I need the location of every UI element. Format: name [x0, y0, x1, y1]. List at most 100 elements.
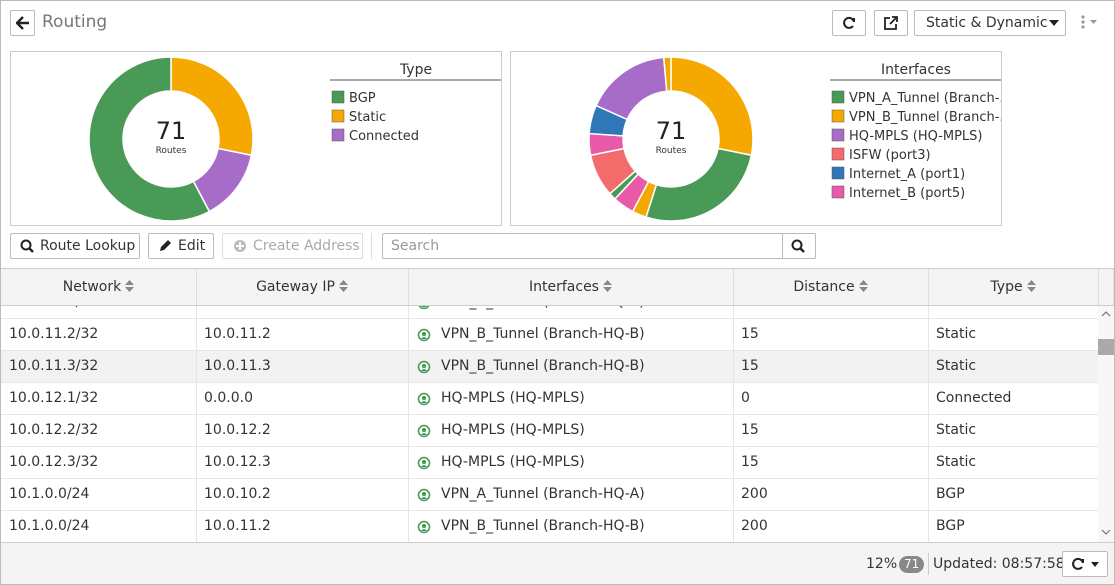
table-cell: HQ-MPLS (HQ-MPLS) [441, 454, 585, 470]
cell-divider [408, 351, 409, 383]
legend-label: Connected [349, 129, 419, 144]
column-header[interactable]: Gateway IP [196, 269, 409, 305]
view-dropdown[interactable]: Static & Dynamic [914, 10, 1066, 36]
cell-divider [408, 415, 409, 447]
column-header[interactable]: Network [1, 269, 197, 305]
cell-divider [733, 511, 734, 543]
create-address-button[interactable]: Create Address [222, 233, 363, 259]
scrollbar[interactable] [1098, 306, 1114, 543]
table-cell: 200 [741, 486, 768, 502]
table-row[interactable]: 10.0.11.2/32 10.0.11.2 VPN_B_Tunnel (Branc… [1, 319, 1098, 351]
table-row[interactable]: 10.0.11.3/32 10.0.11.3 VPN_B_Tunnel (Branc… [1, 351, 1098, 383]
button-label: Create Address [253, 238, 360, 254]
interface-icon [417, 328, 431, 346]
cell-divider [196, 306, 197, 319]
legend-swatch [831, 147, 845, 161]
table-cell: 10.0.11.2 [204, 518, 271, 534]
column-header[interactable]: Distance [733, 269, 929, 305]
cell-divider [928, 479, 929, 511]
column-header[interactable]: Interfaces [408, 269, 734, 305]
table-cell: 15 [741, 454, 759, 470]
table-cell: 10.0.11.1/32 [9, 306, 98, 318]
table-row[interactable]: 10.0.11.1/32 0.0.0.0 VPN_B_Tunnel (Branch-… [1, 306, 1098, 319]
search-placeholder: Search [391, 238, 440, 254]
route-lookup-button[interactable]: Route Lookup [10, 233, 140, 259]
cell-divider [196, 479, 197, 511]
chart-panel: 71 Routes Type BGP Static Connected [10, 51, 502, 226]
button-label: Edit [178, 238, 206, 254]
interface-icon [417, 520, 431, 538]
cell-divider [408, 511, 409, 543]
table-cell: HQ-MPLS (HQ-MPLS) [441, 390, 585, 406]
table-cell: HQ-MPLS (HQ-MPLS) [441, 422, 585, 438]
table-cell: VPN_A_Tunnel (Branch-HQ-A) [441, 486, 645, 502]
auto-refresh-button[interactable] [1062, 551, 1108, 577]
cell-divider [196, 447, 197, 479]
interface-icon [417, 360, 431, 378]
donut-slice [595, 56, 668, 121]
donut-slice [170, 56, 254, 157]
cell-divider [928, 306, 929, 319]
table-cell: 10.0.11.2/32 [9, 326, 99, 342]
table-row[interactable]: 10.0.12.3/32 10.0.12.3 HQ-MPLS (HQ-MPLS) 15… [1, 447, 1098, 479]
table-row[interactable]: 10.1.0.0/24 10.0.11.2 VPN_B_Tunnel (Branch… [1, 511, 1098, 543]
legend-swatch [331, 128, 345, 142]
donut-slice [670, 56, 754, 157]
table-cell: 15 [741, 422, 759, 438]
cell-divider [733, 383, 734, 415]
table-cell: 10.0.11.2 [204, 326, 271, 342]
legend-label: VPN_B_Tunnel (Branch-... [849, 110, 1001, 125]
legend-label: Static [349, 110, 386, 125]
header-gap [1098, 269, 1114, 305]
table-cell: 0.0.0.0 [204, 306, 253, 318]
legend-label: VPN_A_Tunnel (Branch-... [849, 91, 1001, 106]
table-row[interactable]: 10.0.12.2/32 10.0.12.2 HQ-MPLS (HQ-MPLS) 15… [1, 415, 1098, 447]
legend-swatch [331, 90, 345, 104]
cell-divider [928, 383, 929, 415]
more-menu[interactable] [1079, 14, 1103, 30]
table-cell: BGP [936, 518, 965, 534]
table-cell: Static [936, 358, 977, 374]
chart-panel: 71 Routes Interfaces VPN_A_Tunnel (Branch-.… [510, 51, 1012, 226]
interface-icon [417, 392, 431, 410]
table-cell: 10.0.12.3 [204, 454, 271, 470]
donut-total: 71 [156, 117, 187, 145]
back-button[interactable] [10, 10, 35, 36]
cell-divider [196, 383, 197, 415]
donut-total-label: Routes [656, 146, 687, 156]
table-cell: 10.0.11.3 [204, 358, 271, 374]
table-cell: BGP [936, 486, 965, 502]
open-external-button[interactable] [874, 10, 908, 36]
column-header[interactable]: Type [928, 269, 1099, 305]
donut-slice [662, 56, 672, 93]
interface-icon [417, 488, 431, 506]
legend-label: ISFW (port3) [849, 148, 931, 163]
legend-swatch [831, 109, 845, 123]
interface-icon [417, 424, 431, 442]
cell-divider [733, 319, 734, 351]
cell-divider [196, 415, 197, 447]
column-header-label: Interfaces [529, 279, 599, 295]
updated-time: Updated: 08:57:58 [933, 556, 1065, 572]
cell-divider [928, 415, 929, 447]
legend-swatch [831, 90, 845, 104]
refresh-button[interactable] [832, 10, 866, 36]
percent: 12% [866, 556, 898, 572]
cell-divider [196, 351, 197, 383]
table-cell: VPN_B_Tunnel (Branch-HQ-B) [441, 326, 645, 342]
table-row[interactable]: 10.1.0.0/24 10.0.10.2 VPN_A_Tunnel (Branch… [1, 479, 1098, 511]
donut-slice [88, 56, 211, 222]
cell-divider [408, 479, 409, 511]
search-input[interactable]: Search [382, 233, 816, 259]
edit-button[interactable]: Edit [148, 233, 214, 259]
table-cell: Static [936, 326, 977, 342]
cell-divider [733, 415, 734, 447]
table-cell: VPN_B_Tunnel (Branch-HQ-B) [441, 518, 645, 534]
legend-swatch [831, 166, 845, 180]
table-cell: Static [936, 454, 977, 470]
legend-swatch [331, 109, 345, 123]
cell-divider [928, 351, 929, 383]
table-row[interactable]: 10.0.12.1/32 0.0.0.0 HQ-MPLS (HQ-MPLS) 0 Con… [1, 383, 1098, 415]
table-cell: Connected [936, 390, 1012, 406]
